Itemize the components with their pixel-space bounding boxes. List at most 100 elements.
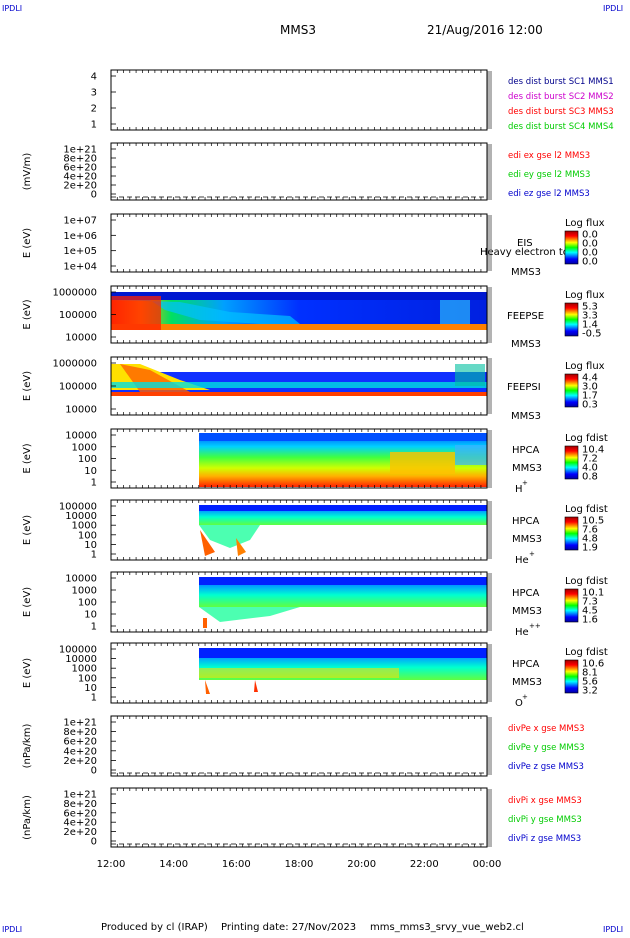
edi-y-tick-label: 6e+20 bbox=[63, 163, 97, 174]
x-tick-label: 12:00 bbox=[97, 859, 126, 870]
hpca_hepp-colorbar-tick: 10.1 bbox=[582, 588, 604, 599]
eis-label: EIS bbox=[517, 238, 533, 249]
edi-y-tick-label: 2e+20 bbox=[63, 181, 97, 192]
hpca_hepp-y-tick-label: 100 bbox=[78, 598, 97, 609]
hpca-o-spectrogram bbox=[199, 648, 487, 694]
feepse-colorbar-tick: 5.3 bbox=[582, 302, 598, 313]
eis-colorbar-title: Log flux bbox=[565, 218, 605, 229]
feepse-spectrogram bbox=[111, 292, 487, 330]
corner-label-bottom-left: IPDLI bbox=[2, 925, 22, 934]
hpca_he-colorbar-tick: 10.5 bbox=[582, 516, 604, 527]
eis-colorbar-tick: 0.0 bbox=[582, 239, 598, 250]
hpca-h-spectrogram bbox=[199, 433, 487, 487]
footer-printing-date: Printing date: 27/Nov/2023 bbox=[221, 922, 356, 933]
hpca_h-colorbar-tick: 10.4 bbox=[582, 445, 604, 456]
feepsi-spacecraft-label: MMS3 bbox=[511, 411, 541, 422]
divpi-y-tick-label: 8e+20 bbox=[63, 799, 97, 810]
hpca_he-y-tick-label: 100000 bbox=[59, 502, 97, 513]
divpe-y-tick-label: 2e+20 bbox=[63, 756, 97, 767]
x-tick-label: 22:00 bbox=[410, 859, 439, 870]
date-title: 21/Aug/2016 12:00 bbox=[427, 23, 543, 37]
feepse-y-tick-label: 100000 bbox=[59, 310, 97, 321]
divpi-legend-entry: divPi z gse MMS3 bbox=[508, 834, 581, 844]
x-tick-label: 00:00 bbox=[473, 859, 502, 870]
spacecraft-title: MMS3 bbox=[280, 23, 316, 37]
divpe-frame bbox=[110, 715, 488, 777]
divpe-legend-entry: divPe y gse MMS3 bbox=[508, 743, 585, 753]
hpca_h-colorbar-title: Log fdist bbox=[565, 433, 608, 444]
divpe-y-axis-label: (nPa/km) bbox=[22, 724, 33, 769]
hpca_h-instrument-label: HPCA bbox=[512, 445, 540, 456]
edi-y-tick-label: 4e+20 bbox=[63, 172, 97, 183]
divpe-y-tick-label: 8e+20 bbox=[63, 727, 97, 738]
eis-y-axis-label: E (eV) bbox=[22, 228, 33, 258]
hpca_he-colorbar bbox=[564, 516, 579, 551]
footer-produced-by: Produced by cl (IRAP) bbox=[101, 922, 208, 933]
hpca_hepp-colorbar bbox=[564, 588, 579, 623]
hpca_he-colorbar-tick: 7.6 bbox=[582, 525, 598, 536]
hpca-hepp-spectrogram bbox=[199, 577, 487, 628]
x-tick-label: 16:00 bbox=[222, 859, 251, 870]
edi-legend-entry: edi ey gse l2 MMS3 bbox=[508, 170, 590, 180]
hpca_h-colorbar bbox=[564, 445, 579, 480]
hpca_hepp-charge-label: ++ bbox=[529, 622, 541, 630]
feepsi-instrument-label: FEEPSI bbox=[507, 382, 541, 393]
corner-label-top-right: IPDLI bbox=[603, 4, 623, 13]
x-tick-label: 14:00 bbox=[159, 859, 188, 870]
hpca_hepp-y-axis-label: E (eV) bbox=[22, 587, 33, 617]
burst-legend-entry: des dist burst SC3 MMS3 bbox=[508, 107, 614, 117]
hpca_o-y-tick-label: 10 bbox=[84, 683, 97, 694]
divpi-legend-entry: divPi y gse MMS3 bbox=[508, 815, 582, 825]
hpca_h-y-tick-label: 100 bbox=[78, 454, 97, 465]
hpca_o-colorbar-tick: 10.6 bbox=[582, 659, 604, 670]
feepsi-spectrogram bbox=[111, 362, 487, 396]
hpca_o-instrument-label: HPCA bbox=[512, 659, 540, 670]
hpca-he-spectrogram bbox=[199, 505, 487, 556]
hpca_he-y-tick-label: 10 bbox=[84, 540, 97, 551]
hpca_o-colorbar-tick: 5.6 bbox=[582, 677, 598, 688]
hpca_hepp-y-tick-label: 1000 bbox=[72, 586, 97, 597]
hpca_he-colorbar-title: Log fdist bbox=[565, 504, 608, 515]
hpca_he-charge-label: + bbox=[529, 550, 535, 558]
divpi-legend-entry: divPi x gse MMS3 bbox=[508, 796, 582, 806]
hpca_o-y-tick-label: 10000 bbox=[65, 654, 97, 665]
eis-frame bbox=[110, 213, 488, 273]
hpca_h-spacecraft-label: MMS3 bbox=[512, 463, 542, 474]
hpca_hepp-colorbar-tick: 4.5 bbox=[582, 606, 598, 617]
hpca_h-y-tick-label: 1000 bbox=[72, 442, 97, 453]
corner-label-top-left: IPDLI bbox=[2, 4, 22, 13]
corner-label-bottom-right: IPDLI bbox=[603, 925, 623, 934]
divpi-y-tick-label: 2e+20 bbox=[63, 827, 97, 838]
feepse-spacecraft-label: MMS3 bbox=[511, 339, 541, 350]
divpe-legend-entry: divPe z gse MMS3 bbox=[508, 762, 584, 772]
feepse-y-tick-label: 10000 bbox=[65, 333, 97, 344]
hpca_he-colorbar-tick: 4.8 bbox=[582, 534, 598, 545]
feepsi-colorbar-tick: 0.3 bbox=[582, 400, 598, 411]
hpca_h-colorbar-tick: 4.0 bbox=[582, 463, 598, 474]
eis-spacecraft-label: MMS3 bbox=[511, 267, 541, 278]
edi-y-axis-label: (mV/m) bbox=[22, 153, 33, 191]
hpca_he-y-axis-label: E (eV) bbox=[22, 515, 33, 545]
hpca_hepp-spacecraft-label: MMS3 bbox=[512, 606, 542, 617]
burst-legend-entry: des dist burst SC1 MMS1 bbox=[508, 77, 614, 87]
feepse-colorbar-title: Log flux bbox=[565, 290, 605, 301]
divpi-y-tick-label: 1e+21 bbox=[63, 790, 97, 801]
hpca_he-spacecraft-label: MMS3 bbox=[512, 534, 542, 545]
feepse-colorbar bbox=[564, 302, 579, 337]
burst-y-tick-label: 3 bbox=[91, 88, 97, 99]
hpca_h-species-label: H bbox=[515, 484, 523, 495]
feepsi-colorbar-tick: 3.0 bbox=[582, 382, 598, 393]
divpe-y-tick-label: 1e+21 bbox=[63, 718, 97, 729]
divpe-y-tick-label: 6e+20 bbox=[63, 737, 97, 748]
eis-colorbar-tick: 0.0 bbox=[582, 257, 598, 268]
x-tick-label: 20:00 bbox=[347, 859, 376, 870]
hpca_hepp-y-tick-label: 1 bbox=[91, 622, 97, 633]
hpca_hepp-colorbar-tick: 1.6 bbox=[582, 615, 598, 626]
hpca_o-y-tick-label: 100000 bbox=[59, 645, 97, 656]
hpca_he-species-label: He bbox=[515, 555, 529, 566]
hpca_o-colorbar-tick: 8.1 bbox=[582, 668, 598, 679]
hpca_h-y-tick-label: 10 bbox=[84, 466, 97, 477]
hpca_he-y-tick-label: 100 bbox=[78, 530, 97, 541]
hpca_o-colorbar-title: Log fdist bbox=[565, 647, 608, 658]
